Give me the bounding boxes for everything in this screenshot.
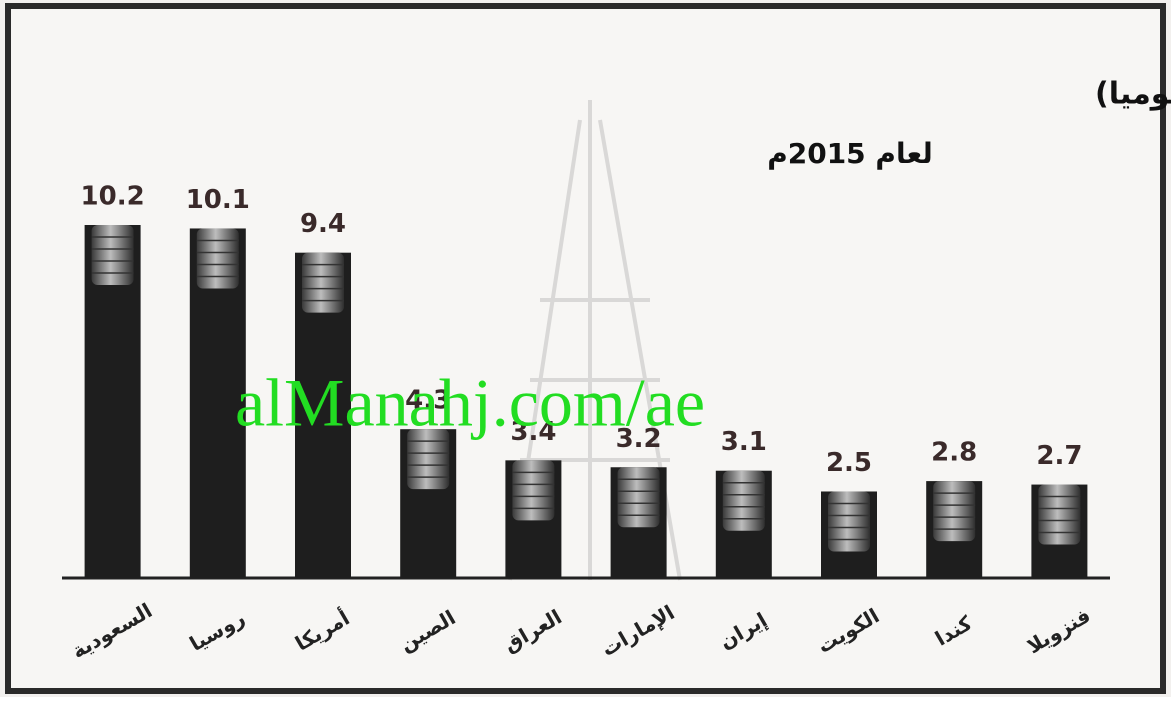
chart-title: ترتيب أكبر 10 منتجين للنفط في العالم (مل… <box>1095 74 1171 112</box>
barrel <box>197 228 239 288</box>
value-label: 2.5 <box>826 448 872 478</box>
barrel <box>933 481 975 541</box>
watermark: alManahj.com/ae <box>235 365 705 441</box>
frame <box>8 6 1163 691</box>
barrel <box>302 253 344 313</box>
barrel <box>1038 485 1080 545</box>
value-label: 10.1 <box>186 185 250 215</box>
barrel <box>723 471 765 531</box>
value-label: 3.1 <box>721 427 767 457</box>
chart-subtitle: لعام 2015م <box>767 137 933 170</box>
value-label: 10.2 <box>81 182 145 212</box>
barrel <box>828 491 870 551</box>
barrel <box>512 460 554 520</box>
barrel <box>618 467 660 527</box>
value-label: 2.7 <box>1036 441 1082 471</box>
value-label: 2.8 <box>931 438 977 468</box>
chart: ترتيب أكبر 10 منتجين للنفط في العالم (مل… <box>0 0 1171 697</box>
barrel <box>92 225 134 285</box>
value-label: 9.4 <box>300 209 346 239</box>
